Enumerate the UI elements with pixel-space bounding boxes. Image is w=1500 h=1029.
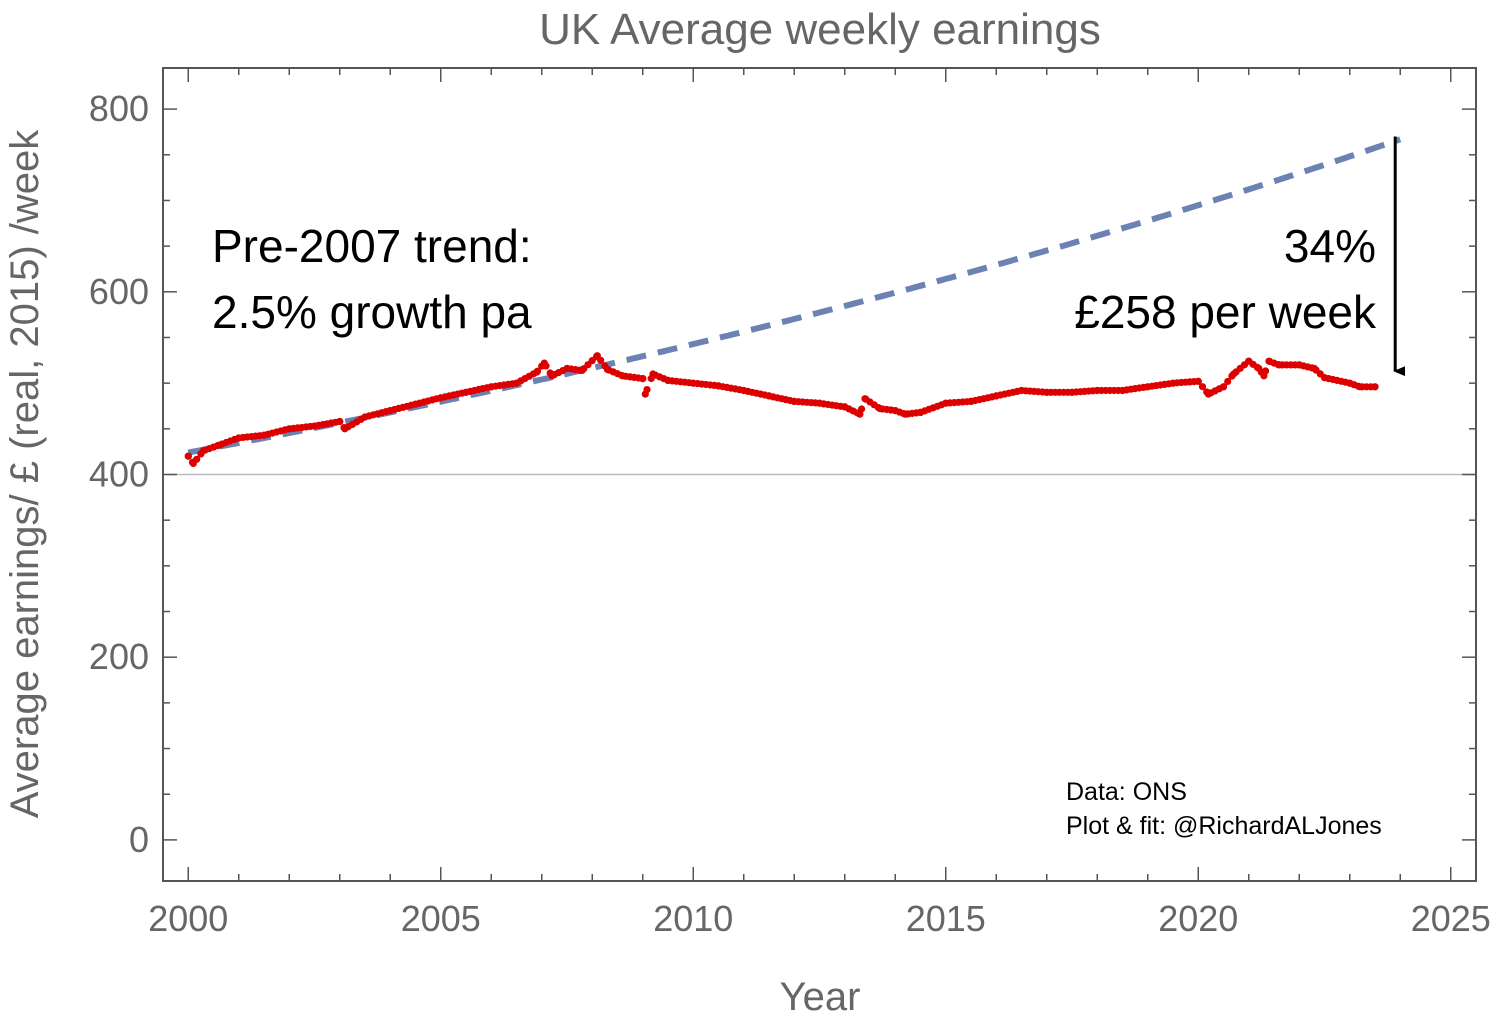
data-point bbox=[649, 370, 657, 378]
data-point bbox=[184, 452, 192, 460]
data-point bbox=[942, 399, 950, 407]
data-point bbox=[578, 366, 586, 374]
chart-title: UK Average weekly earnings bbox=[539, 5, 1101, 54]
x-tick-label: 2005 bbox=[401, 898, 481, 939]
data-point bbox=[386, 407, 394, 415]
credit-line2: Plot & fit: @RichardALJones bbox=[1066, 812, 1382, 840]
x-tick-label: 2025 bbox=[1411, 898, 1491, 939]
trend-annotation-line1: Pre-2007 trend: bbox=[212, 220, 532, 272]
data-point bbox=[214, 441, 223, 449]
data-point bbox=[1265, 357, 1273, 365]
data-point bbox=[1346, 379, 1354, 387]
data-point bbox=[1204, 390, 1212, 398]
data-point bbox=[512, 379, 521, 387]
y-tick-label: 600 bbox=[89, 271, 149, 312]
y-axis-label: Average earnings/ £ (real, 2015) /week bbox=[3, 129, 47, 819]
data-point bbox=[1068, 388, 1076, 396]
data-point bbox=[548, 372, 556, 380]
data-point bbox=[487, 383, 495, 391]
y-tick-label: 400 bbox=[89, 454, 149, 495]
data-point bbox=[1310, 364, 1318, 373]
data-point bbox=[189, 459, 197, 468]
y-tick-label: 0 bbox=[129, 819, 149, 860]
gap-annotation-line1: 34% bbox=[1284, 220, 1376, 272]
data-point bbox=[714, 382, 723, 390]
x-axis-label: Year bbox=[780, 975, 861, 1019]
data-point bbox=[336, 417, 344, 426]
data-point bbox=[260, 431, 268, 439]
data-point bbox=[1260, 372, 1268, 380]
data-point bbox=[1295, 361, 1303, 369]
gap-annotation-line2: £258 per week bbox=[1074, 286, 1377, 338]
x-tick-label: 2000 bbox=[148, 898, 228, 939]
data-point bbox=[1230, 370, 1238, 378]
data-point bbox=[916, 408, 925, 416]
data-point bbox=[1224, 377, 1232, 386]
y-tick-label: 200 bbox=[89, 636, 149, 677]
data-point bbox=[1093, 386, 1101, 395]
data-point bbox=[1017, 386, 1026, 395]
data-point bbox=[1245, 357, 1253, 365]
data-point bbox=[1219, 383, 1228, 391]
data-point bbox=[533, 368, 541, 376]
data-point bbox=[1255, 364, 1263, 373]
data-point bbox=[861, 395, 869, 403]
axis-ticks bbox=[163, 68, 1476, 881]
data-point bbox=[285, 425, 293, 433]
data-point bbox=[618, 372, 627, 380]
data-point bbox=[641, 390, 649, 398]
data-point bbox=[967, 397, 975, 405]
data-point bbox=[1371, 383, 1379, 391]
data-point bbox=[1194, 377, 1202, 385]
data-point bbox=[1275, 361, 1283, 369]
x-tick-label: 2010 bbox=[653, 898, 733, 939]
data-point bbox=[593, 352, 601, 360]
y-tick-label: 800 bbox=[89, 88, 149, 129]
trend-annotation-line2: 2.5% growth pa bbox=[212, 286, 532, 338]
data-point bbox=[815, 399, 824, 407]
data-point bbox=[841, 403, 849, 411]
data-point bbox=[1043, 388, 1051, 396]
data-point bbox=[411, 400, 420, 408]
data-point bbox=[664, 376, 672, 384]
data-point bbox=[1169, 379, 1177, 387]
data-point bbox=[992, 392, 1000, 400]
data-point bbox=[437, 394, 445, 402]
data-points bbox=[184, 352, 1379, 468]
data-point bbox=[199, 447, 207, 455]
data-point bbox=[1320, 374, 1329, 382]
data-point bbox=[639, 375, 647, 383]
data-point bbox=[901, 410, 910, 418]
data-point bbox=[876, 405, 884, 413]
data-point bbox=[563, 364, 571, 373]
data-point bbox=[361, 413, 369, 421]
x-tick-label: 2020 bbox=[1158, 898, 1238, 939]
data-point bbox=[540, 359, 548, 367]
data-point bbox=[765, 392, 773, 400]
data-point bbox=[462, 388, 470, 396]
data-point bbox=[310, 422, 319, 430]
data-point bbox=[689, 379, 697, 387]
data-point bbox=[740, 386, 748, 395]
plot-frame bbox=[162, 67, 1477, 882]
data-point bbox=[891, 407, 899, 415]
credit-line1: Data: ONS bbox=[1066, 778, 1187, 806]
axis-tick-labels: 0 200 400 600 800 2000 2005 2010 2015 2020 2025 bbox=[89, 88, 1491, 939]
x-tick-label: 2015 bbox=[906, 898, 986, 939]
data-point bbox=[603, 365, 612, 373]
data-point bbox=[1198, 383, 1207, 391]
data-point bbox=[1356, 383, 1364, 391]
data-point bbox=[790, 397, 798, 405]
data-point bbox=[1118, 386, 1127, 395]
data-point bbox=[235, 434, 243, 442]
data-point bbox=[856, 410, 864, 418]
data-point bbox=[1144, 383, 1152, 391]
data-point bbox=[341, 425, 349, 433]
